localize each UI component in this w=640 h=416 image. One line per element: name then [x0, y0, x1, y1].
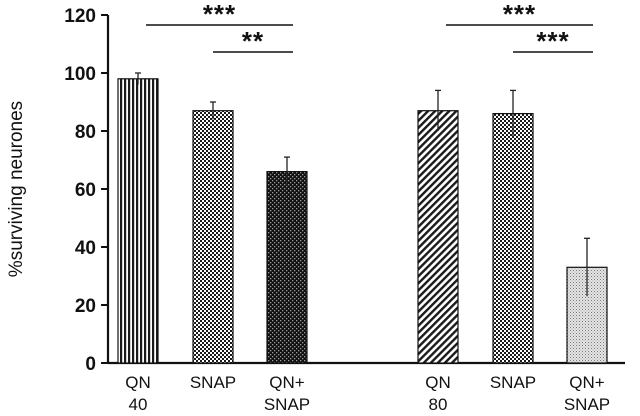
- category-label: SNAP: [190, 373, 236, 392]
- bar: [493, 114, 533, 363]
- category-label: SNAP: [564, 395, 610, 414]
- y-tick-label: 60: [75, 180, 96, 201]
- bars-layer: [118, 73, 607, 363]
- bar-chart: 0 20 40 60 80 100 120 %surviving neurones QN 40 S…: [0, 0, 640, 416]
- significance-label: ***: [503, 0, 536, 29]
- chart-root: 0 20 40 60 80 100 120 %surviving neurones QN 40 S…: [0, 0, 640, 416]
- y-tick-label: 100: [64, 64, 96, 85]
- category-label: QN+: [569, 373, 605, 392]
- y-tick-label: 20: [75, 296, 96, 317]
- y-tick-label: 40: [75, 238, 96, 259]
- y-axis-title: %surviving neurones: [6, 101, 27, 277]
- category-label: SNAP: [264, 395, 310, 414]
- category-label: QN: [425, 373, 451, 392]
- category-label: 40: [129, 395, 148, 414]
- bar: [193, 111, 233, 363]
- y-tick-label: 120: [64, 6, 96, 27]
- bar: [118, 79, 158, 363]
- y-tick-label: 0: [85, 354, 96, 375]
- bar: [267, 172, 307, 363]
- significance-label: **: [242, 26, 264, 56]
- category-label: 80: [429, 395, 448, 414]
- labels-layer: QN 40 SNAP QN+ SNAP QN 80 SNAP QN+ SNAP: [125, 373, 610, 414]
- significance-label: ***: [203, 0, 236, 29]
- significance-label: ***: [536, 26, 569, 56]
- category-label: QN: [125, 373, 151, 392]
- significance-layer: ***********: [146, 0, 593, 56]
- category-label: SNAP: [490, 373, 536, 392]
- y-tick-label: 80: [75, 122, 96, 143]
- category-label: QN+: [269, 373, 305, 392]
- bar: [418, 111, 458, 363]
